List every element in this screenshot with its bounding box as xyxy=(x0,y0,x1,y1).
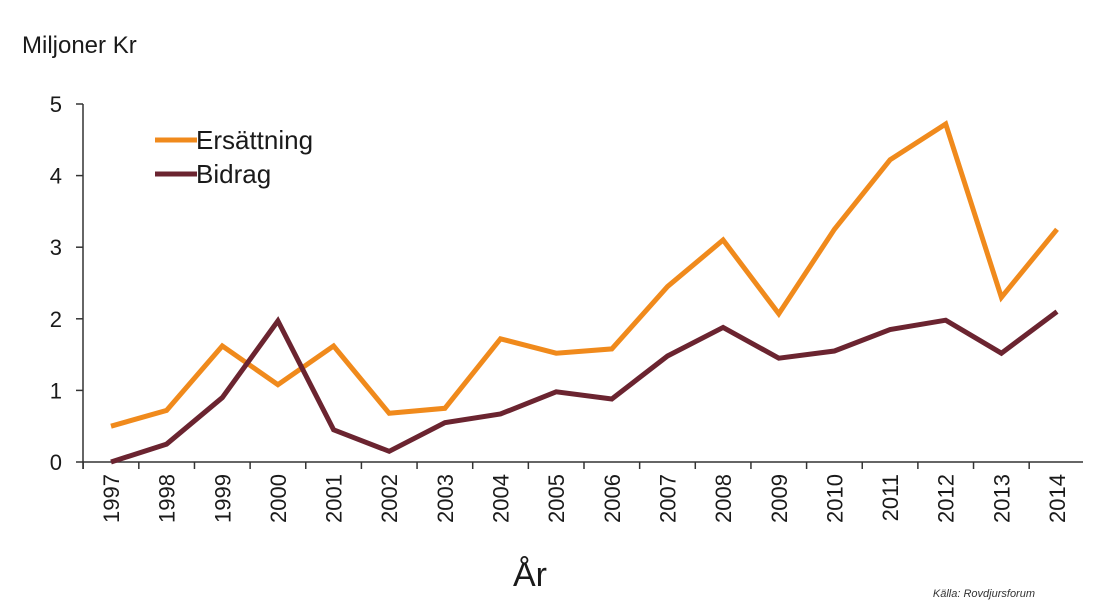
x-axis-title: År xyxy=(513,556,547,594)
x-tick-label: 1998 xyxy=(155,474,180,523)
legend-label: Bidrag xyxy=(196,159,271,189)
x-tick-label: 2009 xyxy=(767,474,792,523)
x-tick-label: 2007 xyxy=(655,474,680,523)
x-tick-label: 1997 xyxy=(99,474,124,523)
x-tick-label: 2008 xyxy=(711,474,736,523)
x-tick-label: 2006 xyxy=(600,474,625,523)
x-tick-label: 2002 xyxy=(377,474,402,523)
y-tick-label: 2 xyxy=(50,307,62,332)
x-tick-label: 2005 xyxy=(544,474,569,523)
series-line-0 xyxy=(110,120,1059,429)
x-tick-label: 2000 xyxy=(266,474,291,523)
x-tick-label: 1999 xyxy=(210,474,235,523)
y-tick-label: 0 xyxy=(50,450,62,475)
y-axis-title: Miljoner Kr xyxy=(22,32,137,59)
y-tick-label: 5 xyxy=(50,92,62,117)
x-tick-label: 2011 xyxy=(878,474,903,521)
y-tick-label: 4 xyxy=(50,164,62,189)
x-tick-label: 2010 xyxy=(822,474,847,523)
axes xyxy=(76,103,1083,469)
legend: Ersättning Bidrag xyxy=(155,125,313,189)
x-tick-label: 2001 xyxy=(322,474,347,523)
y-tick-label: 3 xyxy=(50,235,62,260)
x-tick-label: 2014 xyxy=(1045,474,1070,523)
source-note: Källa: Rovdjursforum xyxy=(933,588,1035,600)
y-tick-label: 1 xyxy=(50,378,62,403)
x-tick-label: 2003 xyxy=(433,474,458,523)
x-tick-label: 2012 xyxy=(934,474,959,523)
legend-label: Ersättning xyxy=(196,125,313,155)
tick-labels: 0 1 2 3 4 5 1997 1998 1999 2000 2001 2002 2003 2004 20… xyxy=(50,92,1070,523)
series-lines xyxy=(110,120,1059,465)
x-tick-label: 2004 xyxy=(489,474,514,523)
series-line-1 xyxy=(110,309,1059,465)
x-tick-label: 2013 xyxy=(989,474,1014,523)
